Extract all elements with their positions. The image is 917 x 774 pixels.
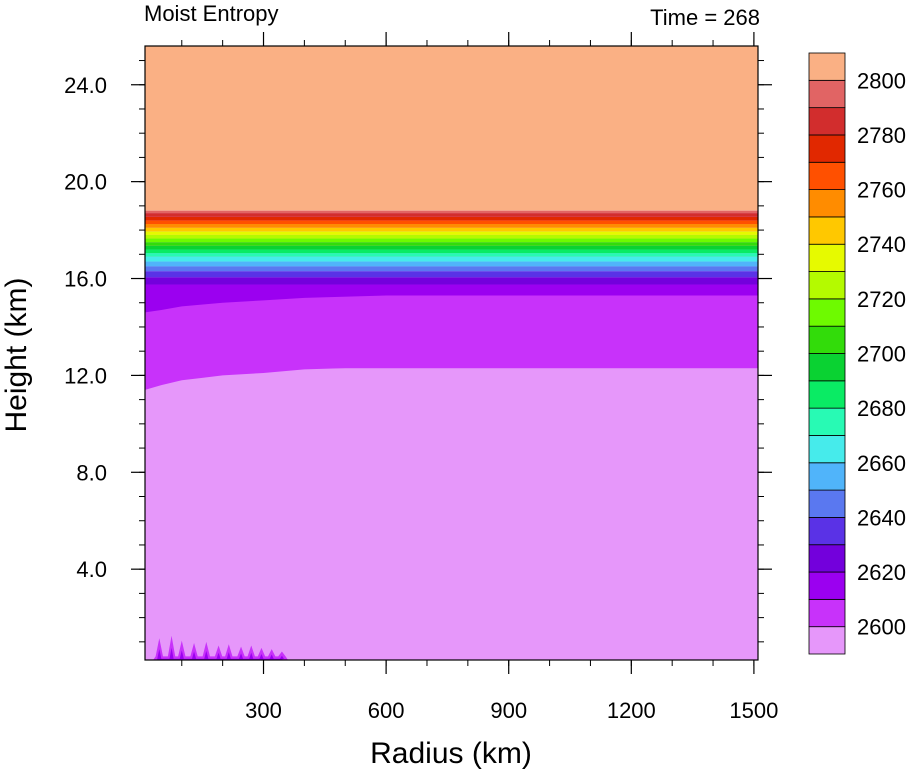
colorbar-label: 2600: [857, 615, 906, 640]
colorbar-swatch: [808, 243, 846, 272]
y-axis: 4.0 8.0 12.0 16.0 20.0 24.0: [64, 60, 772, 643]
colorbar-swatch: [808, 435, 846, 464]
colorbar-swatch: [808, 134, 846, 163]
colorbar-swatch: [808, 353, 846, 382]
colorbar-swatch: [808, 517, 846, 546]
colorbar-swatch: [808, 325, 846, 354]
x-tick-label: 1200: [607, 698, 656, 723]
level-band-2: [145, 277, 758, 285]
colorbar-swatch: [808, 544, 846, 573]
level-band-6: [145, 256, 758, 262]
colorbar-swatch: [808, 298, 846, 327]
colorbar-label: 2640: [857, 505, 906, 530]
level-band-13: [145, 231, 758, 235]
colorbar-swatch: [808, 380, 846, 409]
surface-spikes: [153, 635, 289, 660]
level-band-5: [145, 261, 758, 267]
level-band-12: [145, 234, 758, 239]
colorbar: 2600 2620 2640 2660 2680 2700 2720 2740 2760 2780…: [808, 52, 906, 655]
plot-frame: [144, 45, 759, 661]
x-tick-label: 600: [368, 698, 405, 723]
colorbar-label: 2680: [857, 396, 906, 421]
colorbar-swatch: [808, 626, 846, 655]
y-tick-label: 24.0: [64, 73, 107, 98]
level-band-4: [145, 266, 758, 272]
x-axis-label: Radius (km): [370, 737, 532, 770]
colorbar-swatch: [808, 598, 846, 628]
y-tick-label: 20.0: [64, 170, 107, 195]
level-band-15: [145, 224, 758, 228]
level-band-18: [145, 213, 758, 217]
colorbar-label: 2760: [857, 178, 906, 203]
level-region-mid: [145, 295, 758, 390]
x-tick-label: 300: [245, 698, 282, 723]
level-band-16: [145, 220, 758, 225]
level-band-19: [145, 210, 758, 214]
x-tick-label: 900: [490, 698, 527, 723]
level-band-9: [145, 245, 758, 250]
y-tick-label: 8.0: [76, 460, 107, 485]
level-band-17: [145, 216, 758, 221]
title-left: Moist Entropy: [144, 1, 279, 26]
level-band-14: [145, 227, 758, 232]
colorbar-label: 2780: [857, 123, 906, 148]
colorbar-swatch: [808, 571, 846, 600]
colorbar-swatch: [808, 489, 846, 518]
colorbar-swatch: [808, 407, 846, 436]
colorbar-swatch: [808, 189, 846, 218]
x-axis: 300 600 900 1200 1500: [181, 32, 778, 723]
colorbar-label: 2720: [857, 287, 906, 312]
colorbar-label: 2800: [857, 68, 906, 93]
colorbar-swatch: [808, 52, 846, 81]
colorbar-label: 2700: [857, 342, 906, 367]
level-band-3: [145, 271, 758, 278]
colorbar-swatch: [808, 216, 846, 245]
colorbar-label: 2740: [857, 232, 906, 257]
title-right: Time = 268: [650, 5, 760, 30]
level-band-7: [145, 253, 758, 257]
y-tick-label: 4.0: [76, 557, 107, 582]
y-tick-label: 16.0: [64, 267, 107, 292]
surface-spikes-core: [157, 647, 284, 660]
y-axis-label: Height (km): [0, 277, 33, 432]
level-band-8: [145, 249, 758, 254]
colorbar-swatch: [808, 462, 846, 491]
contour-fill: [145, 46, 758, 660]
colorbar-label: 2660: [857, 451, 906, 476]
y-tick-label: 12.0: [64, 363, 107, 388]
level-band-10: [145, 242, 758, 246]
colorbar-swatch: [808, 161, 846, 190]
colorbar-swatch: [808, 107, 846, 136]
colorbar-label: 2620: [857, 560, 906, 585]
x-tick-label: 1500: [729, 698, 778, 723]
level-region-upper-edge: [145, 284, 758, 313]
level-band-11: [145, 238, 758, 243]
colorbar-swatch: [808, 79, 846, 109]
colorbar-swatch: [808, 271, 846, 300]
level-band-20: [145, 46, 758, 211]
